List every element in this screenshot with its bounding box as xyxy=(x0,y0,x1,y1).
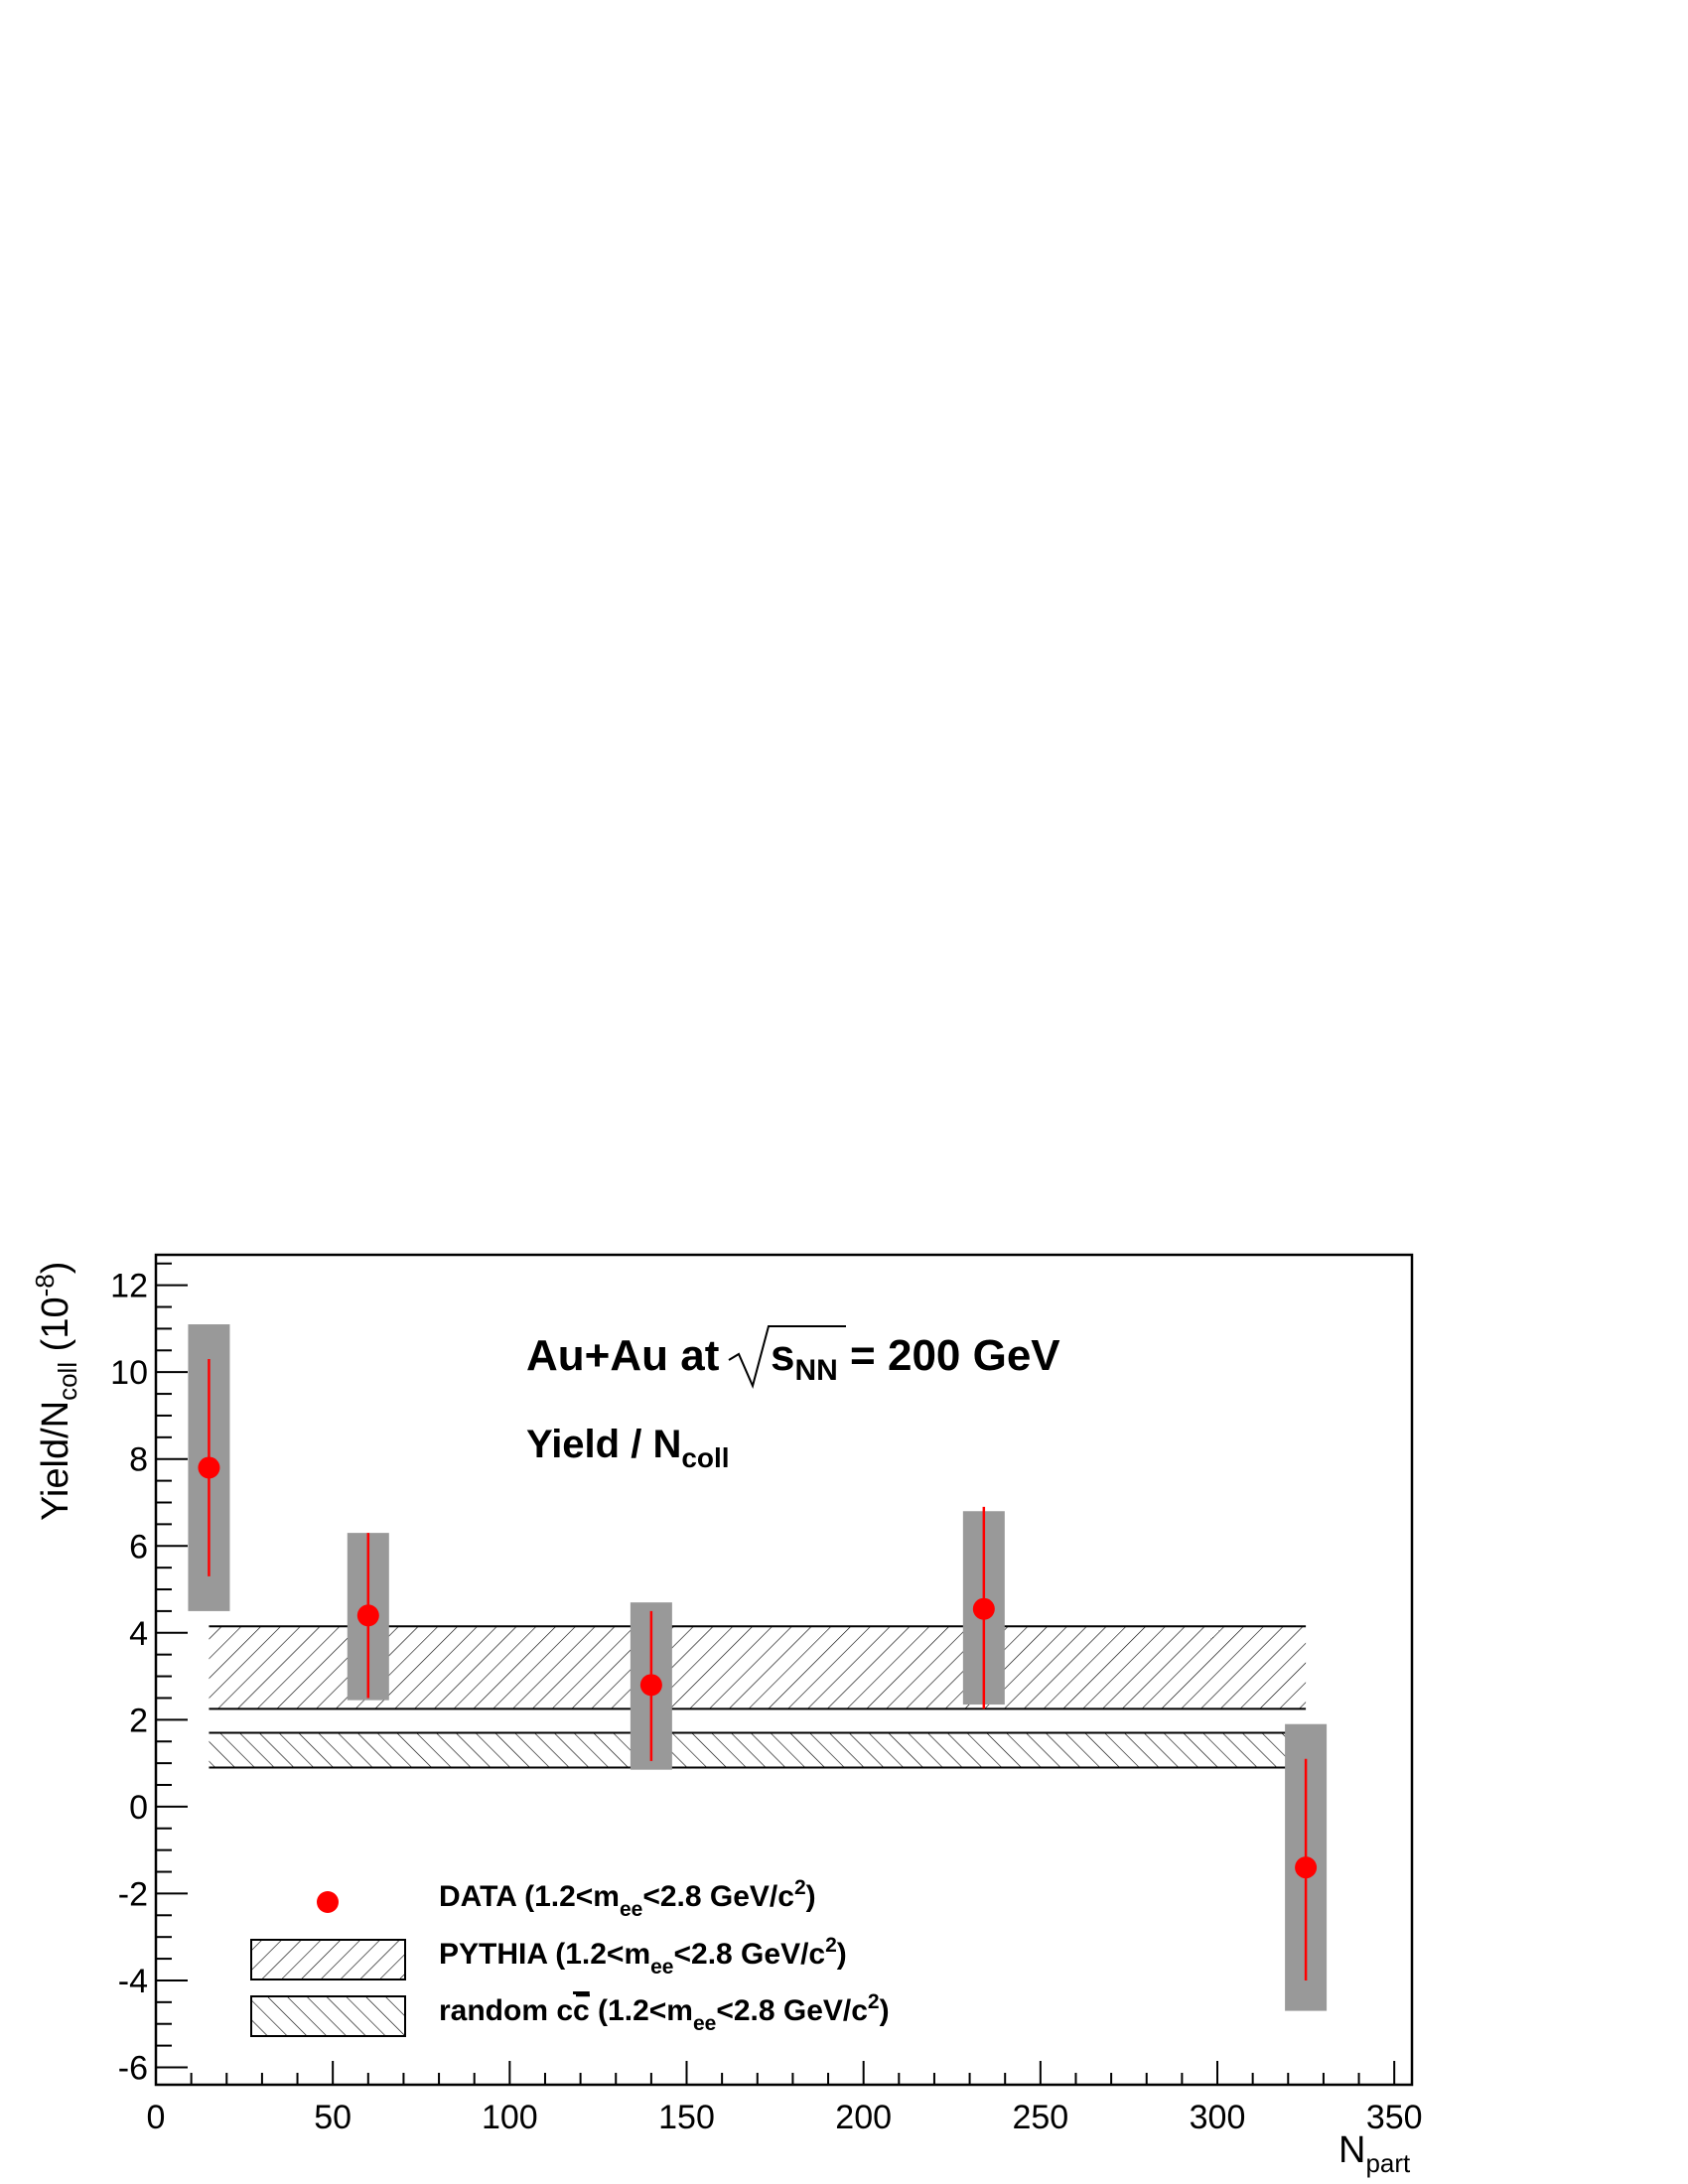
y-tick-label: 10 xyxy=(110,1354,148,1392)
data-point-1 xyxy=(356,1604,379,1627)
band-random-cc xyxy=(209,1732,1307,1768)
y-tick-label: 6 xyxy=(129,1528,148,1566)
x-tick-label: 100 xyxy=(482,2099,538,2136)
x-tick-label: 150 xyxy=(658,2099,715,2136)
y-tick-label: 4 xyxy=(129,1615,148,1653)
data-point-2 xyxy=(639,1674,662,1697)
annotation-line1-prefix: Au+Au at xyxy=(526,1331,720,1380)
legend-swatch-pythia xyxy=(250,1939,406,1980)
data-point-3 xyxy=(972,1597,995,1620)
x-tick-label: 200 xyxy=(835,2099,892,2136)
y-tick-label: 8 xyxy=(129,1441,148,1479)
x-tick-label: 300 xyxy=(1190,2099,1246,2136)
y-axis-ticks: -6 -4 -2 0 2 4 6 8 10 12 xyxy=(110,1262,188,2087)
sqrt-sign xyxy=(728,1325,846,1390)
legend-label-data: DATA (1.2<mee<2.8 GeV/c2) xyxy=(439,1876,816,1921)
y-tick-label: 2 xyxy=(129,1702,148,1739)
legend-marker-data xyxy=(317,1891,339,1913)
annotation-line2: Yield / Ncoll xyxy=(526,1423,730,1473)
plot-frame xyxy=(154,1253,1414,2087)
legend: DATA (1.2<mee<2.8 GeV/c2) PYTHIA (1.2<me… xyxy=(250,1876,890,2037)
x-tick-label: 250 xyxy=(1012,2099,1068,2136)
bands-layer xyxy=(209,1625,1307,1769)
x-axis-ticks: 0 50 100 150 200 250 300 350 xyxy=(147,2061,1423,2136)
legend-label-pythia: PYTHIA (1.2<mee<2.8 GeV/c2) xyxy=(439,1934,847,1979)
svg-text:sNN = 200 GeV: sNN = 200 GeV xyxy=(771,1331,1060,1387)
annotation-s-sub: NN xyxy=(794,1354,837,1387)
annotation-s: s xyxy=(771,1331,794,1380)
data-point-4 xyxy=(1295,1856,1318,1879)
legend-label-random-cc: random cc (1.2<mee<2.8 GeV/c2) xyxy=(439,1990,890,2035)
x-tick-label: 50 xyxy=(314,2099,352,2136)
y-tick-label: -2 xyxy=(118,1875,148,1913)
x-axis-title: Npart xyxy=(1338,2129,1411,2178)
band-pythia xyxy=(209,1626,1307,1709)
y-tick-label: -4 xyxy=(118,1963,148,2000)
x-tick-label: 0 xyxy=(147,2099,166,2136)
y-axis-title: Yield/Ncoll (10-8) xyxy=(30,1262,82,1521)
legend-swatch-random-cc xyxy=(250,1995,406,2037)
data-points xyxy=(198,1456,1318,1879)
data-point-0 xyxy=(198,1456,220,1479)
x-tick-label: 350 xyxy=(1366,2099,1423,2136)
y-tick-label: 0 xyxy=(129,1789,148,1827)
collision-annotation: Au+Au at sNN = 200 GeV Yield / Ncoll xyxy=(526,1325,1060,1473)
y-tick-label: -6 xyxy=(118,2049,148,2087)
y-tick-label: 12 xyxy=(110,1268,148,1305)
annotation-line1-suffix: = 200 GeV xyxy=(838,1331,1060,1380)
